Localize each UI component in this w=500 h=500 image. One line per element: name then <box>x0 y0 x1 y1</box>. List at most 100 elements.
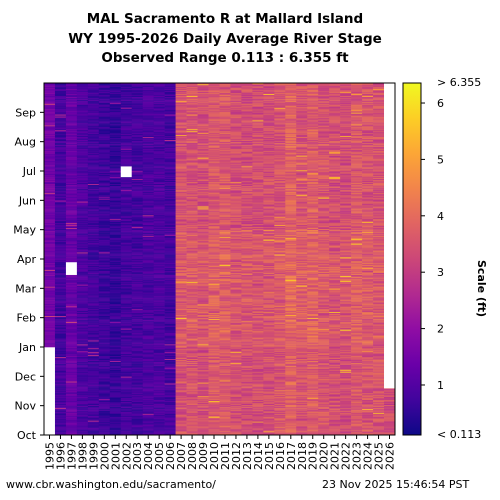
heatmap-cell <box>153 313 165 316</box>
heatmap-cell <box>120 229 133 231</box>
heatmap-cell <box>98 348 111 351</box>
heatmap-cell <box>54 83 67 86</box>
heatmap-cell <box>65 260 78 263</box>
heatmap-cell <box>164 89 176 92</box>
heatmap-cell <box>65 92 78 95</box>
heatmap-cell <box>65 85 78 88</box>
heatmap-cell <box>164 135 176 138</box>
heatmap-cell <box>54 216 67 219</box>
heatmap-cell <box>175 330 187 332</box>
heatmap-cell <box>131 119 144 121</box>
heatmap-cell <box>109 412 122 414</box>
heatmap-cell <box>131 416 144 418</box>
heatmap-cell <box>65 257 78 259</box>
heatmap-cell <box>54 132 67 135</box>
heatmap-column-2005 <box>153 83 165 436</box>
heatmap-cell <box>87 265 100 268</box>
heatmap-cell <box>87 329 100 331</box>
heatmap-cell <box>109 146 122 148</box>
heatmap-cell <box>142 386 154 388</box>
heatmap-cell <box>142 224 154 227</box>
heatmap-cell <box>131 123 144 125</box>
heatmap-cell <box>164 433 176 435</box>
heatmap-cell <box>65 350 78 353</box>
heatmap-cell <box>175 402 187 405</box>
heatmap-cell <box>76 122 89 124</box>
heatmap-cell <box>142 187 154 189</box>
heatmap-cell <box>44 204 56 206</box>
heatmap-cell <box>120 148 133 150</box>
heatmap-cell <box>44 268 56 271</box>
heatmap-cell <box>44 150 56 152</box>
heatmap-cell <box>109 317 122 319</box>
heatmap-cell <box>109 113 122 115</box>
heatmap-cell <box>186 258 198 260</box>
heatmap-cell <box>131 318 144 320</box>
heatmap-cell <box>54 418 67 420</box>
heatmap-cell <box>120 236 133 238</box>
heatmap-cell <box>44 349 56 352</box>
heatmap-cell <box>65 219 78 222</box>
heatmap-cell <box>153 87 165 90</box>
heatmap-cell <box>142 107 154 109</box>
heatmap-cell <box>153 160 165 162</box>
heatmap-cell <box>44 378 56 380</box>
heatmap-cell <box>175 268 187 271</box>
heatmap-cell <box>76 228 89 230</box>
heatmap-cell <box>87 301 100 303</box>
heatmap-cell <box>175 406 187 408</box>
heatmap-cell <box>98 301 111 303</box>
heatmap-cell <box>120 324 133 326</box>
heatmap-cell <box>87 129 100 132</box>
heatmap-cell <box>65 422 78 424</box>
heatmap-cell <box>175 218 187 221</box>
heatmap-cell <box>175 359 187 361</box>
heatmap-cell <box>109 176 122 179</box>
heatmap-cell <box>87 178 100 181</box>
heatmap-cell <box>153 210 165 212</box>
heatmap-cell <box>54 384 67 386</box>
heatmap-cell <box>54 253 67 255</box>
heatmap-cell <box>44 413 56 415</box>
heatmap-cell <box>131 185 144 187</box>
heatmap-cell <box>120 384 133 386</box>
heatmap-cell <box>76 326 89 328</box>
heatmap-cell <box>54 331 67 333</box>
heatmap-cell <box>76 406 89 408</box>
heatmap-cell <box>186 351 198 354</box>
heatmap-cell <box>175 262 187 265</box>
heatmap-cell <box>153 169 165 171</box>
heatmap-cell <box>153 318 165 320</box>
heatmap-cell <box>87 251 100 253</box>
heatmap-cell <box>65 270 78 273</box>
heatmap-cell <box>153 372 165 374</box>
heatmap-cell <box>87 302 100 304</box>
heatmap-cell <box>142 160 154 162</box>
heatmap-cell <box>142 297 154 299</box>
heatmap-cell <box>120 276 133 278</box>
heatmap-cell <box>186 145 198 147</box>
heatmap-cell <box>186 241 198 243</box>
heatmap-cell <box>175 129 187 132</box>
heatmap-cell <box>131 334 144 336</box>
heatmap-cell <box>120 126 133 128</box>
heatmap-cell <box>186 236 198 238</box>
heatmap-cell <box>131 402 144 405</box>
heatmap-cell <box>65 272 78 274</box>
heatmap-cell <box>142 221 154 224</box>
heatmap-cell <box>54 378 67 380</box>
heatmap-cell <box>76 282 89 284</box>
heatmap-cell <box>76 323 89 325</box>
heatmap-cell <box>164 160 176 162</box>
heatmap-cell <box>175 127 187 130</box>
heatmap-cell <box>164 187 176 189</box>
heatmap-cell <box>164 430 176 432</box>
heatmap-cell <box>76 374 89 376</box>
heatmap-cell <box>109 260 122 263</box>
heatmap-cell <box>164 259 176 261</box>
heatmap-cell <box>142 198 154 200</box>
heatmap-cell <box>186 180 198 183</box>
heatmap-cell <box>87 309 100 312</box>
heatmap-cell <box>175 228 187 230</box>
heatmap-cell <box>164 198 176 200</box>
